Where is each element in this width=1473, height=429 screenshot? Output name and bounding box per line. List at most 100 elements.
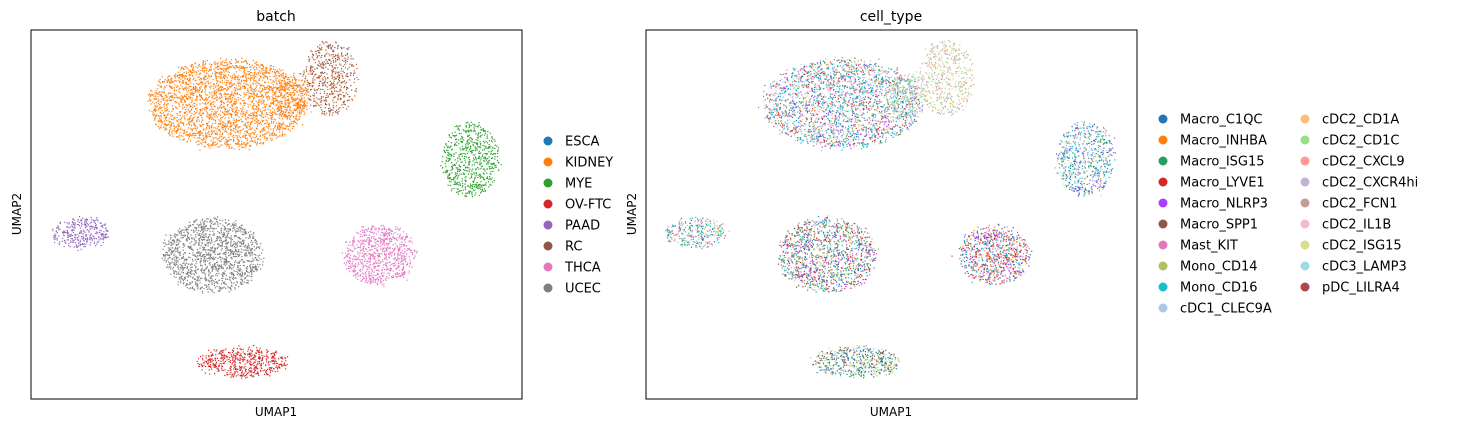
point — [317, 56, 319, 58]
point — [224, 142, 226, 145]
point — [237, 80, 239, 82]
point — [331, 92, 333, 94]
point — [459, 125, 461, 127]
point — [453, 188, 455, 190]
point — [253, 92, 255, 94]
point — [474, 194, 476, 196]
point — [96, 217, 98, 219]
point — [166, 81, 168, 83]
point — [229, 139, 231, 141]
point — [340, 47, 343, 50]
point — [279, 91, 281, 94]
point — [332, 67, 334, 69]
point — [484, 145, 486, 147]
point — [186, 140, 188, 143]
point — [72, 231, 75, 234]
point — [173, 122, 175, 124]
point — [189, 71, 191, 73]
point — [324, 106, 326, 109]
point — [235, 243, 237, 245]
point — [191, 135, 193, 137]
point — [219, 110, 222, 112]
point — [217, 243, 219, 245]
point — [237, 272, 240, 275]
point — [328, 104, 330, 106]
point — [194, 220, 197, 222]
point — [148, 94, 150, 96]
point — [314, 59, 316, 61]
point — [295, 81, 297, 83]
point — [444, 172, 447, 174]
point — [160, 119, 162, 122]
point — [184, 258, 186, 261]
point — [172, 99, 174, 101]
point — [255, 239, 257, 241]
point — [293, 84, 295, 87]
point — [73, 227, 75, 229]
point — [492, 154, 494, 156]
point — [217, 62, 219, 64]
point — [187, 133, 190, 135]
point — [467, 129, 469, 131]
point — [243, 142, 245, 144]
point — [246, 246, 248, 248]
point — [468, 160, 471, 163]
point — [80, 243, 82, 245]
point — [301, 86, 303, 88]
point — [261, 116, 263, 118]
point — [454, 181, 456, 184]
point — [242, 249, 244, 251]
point — [257, 138, 259, 140]
point — [201, 81, 203, 83]
point — [232, 93, 234, 95]
point — [247, 88, 249, 90]
point — [303, 108, 305, 110]
point — [451, 188, 453, 190]
point — [471, 192, 473, 194]
point — [327, 96, 329, 99]
point — [272, 84, 275, 86]
point — [234, 79, 236, 81]
point — [466, 166, 468, 168]
point — [62, 232, 64, 234]
point — [452, 179, 454, 181]
point — [221, 89, 223, 91]
point — [228, 83, 230, 85]
point — [188, 123, 190, 125]
point — [284, 101, 286, 104]
point — [239, 88, 241, 90]
point — [66, 231, 68, 234]
point — [164, 122, 166, 125]
point — [96, 241, 99, 243]
point — [261, 88, 264, 90]
point — [302, 84, 304, 86]
point — [77, 220, 79, 222]
point — [219, 131, 221, 133]
point — [272, 102, 275, 105]
point — [227, 120, 230, 123]
point — [190, 268, 192, 271]
point — [177, 249, 179, 251]
point — [323, 112, 325, 114]
point — [342, 106, 344, 109]
point — [215, 127, 217, 129]
point — [165, 261, 167, 263]
point — [192, 134, 194, 136]
point — [282, 73, 284, 75]
point — [223, 253, 225, 255]
point — [241, 278, 243, 280]
point — [304, 80, 306, 82]
point — [221, 82, 223, 84]
point — [100, 244, 102, 247]
point — [183, 245, 186, 247]
point — [338, 110, 340, 113]
point — [458, 129, 461, 131]
point — [231, 122, 233, 124]
point — [465, 125, 467, 127]
point — [77, 218, 79, 221]
point — [289, 117, 291, 119]
point — [454, 125, 456, 128]
point — [234, 98, 236, 100]
point — [224, 61, 226, 64]
